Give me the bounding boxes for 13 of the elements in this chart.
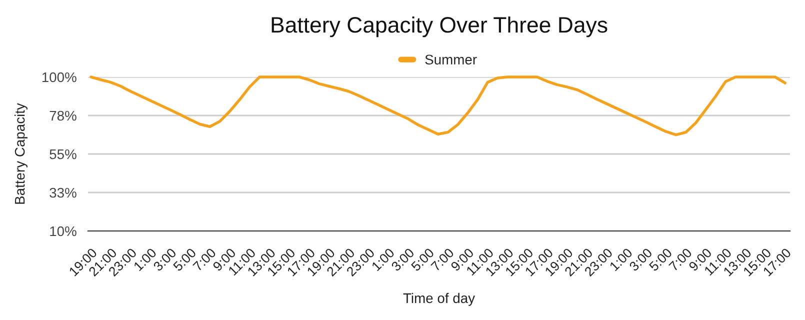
x-tick-label: 3:00: [628, 248, 653, 272]
y-tick-label: 10%: [50, 226, 76, 236]
line-series: [90, 76, 786, 136]
y-axis-title: Battery Capacity: [14, 103, 28, 204]
chart-title: Battery Capacity Over Three Days: [272, 16, 608, 38]
x-tick-label: 3:00: [390, 248, 415, 272]
x-tick-label: 3:00: [152, 248, 177, 272]
y-tick-label: 33%: [50, 188, 76, 198]
y-tick-label: 78%: [50, 110, 76, 121]
y-tick-label: 100%: [42, 72, 76, 82]
legend-label: Summer: [425, 54, 477, 65]
x-axis-title: Time of day: [403, 292, 475, 306]
y-tick-label: 55%: [50, 149, 76, 160]
